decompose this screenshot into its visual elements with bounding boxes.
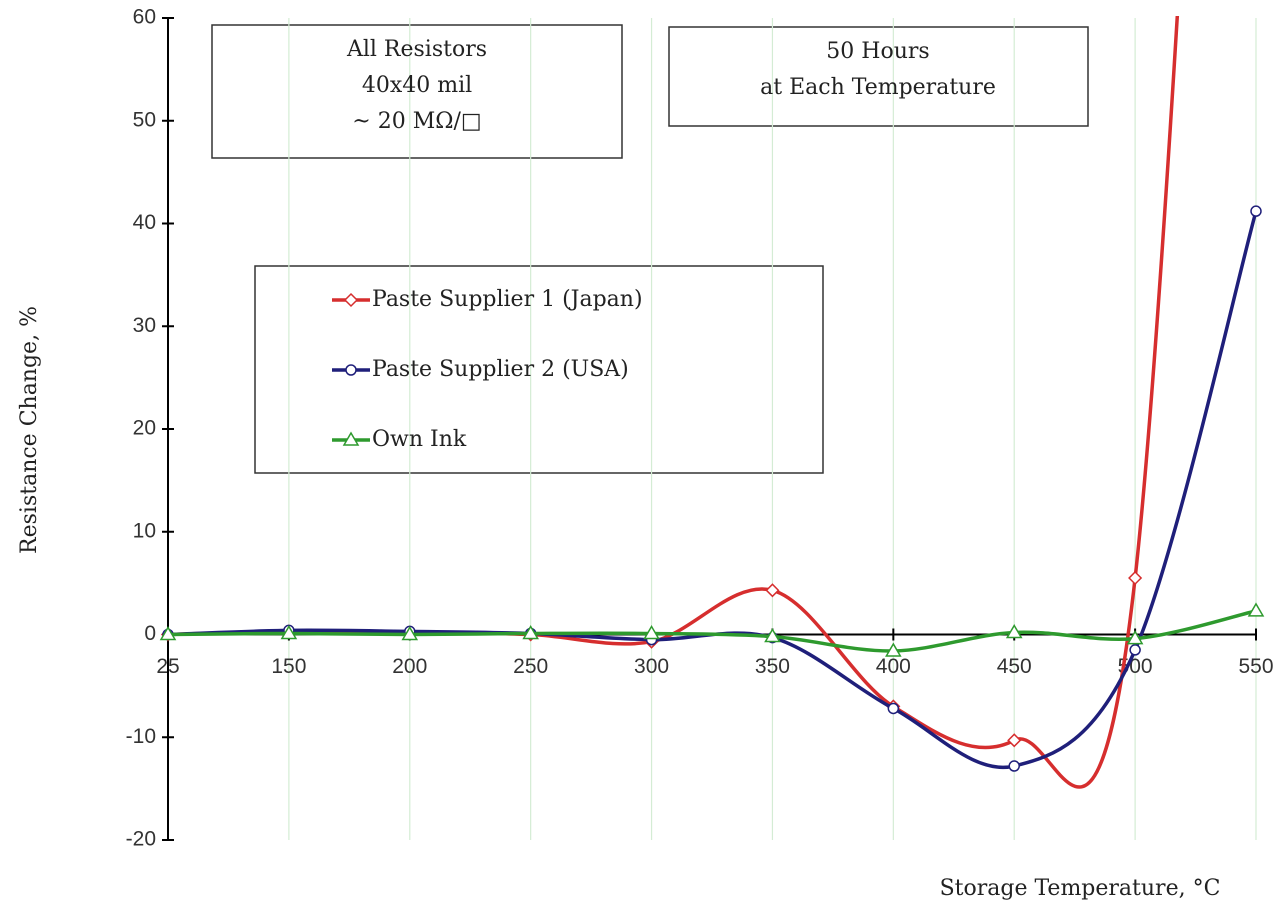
marker <box>1247 602 1265 617</box>
x-tick-label: 250 <box>513 655 548 678</box>
marker <box>522 624 539 640</box>
annotation: 50 Hours <box>826 39 929 64</box>
annotation-box <box>211 24 623 159</box>
annotation: 40x40 mil <box>362 73 472 98</box>
legend-label: Paste Supplier 2 (USA) <box>372 357 629 382</box>
y-tick-label: 30 <box>133 314 156 337</box>
marker <box>401 626 419 641</box>
y-tick-label: -20 <box>126 828 156 851</box>
marker <box>342 431 360 446</box>
marker <box>1126 630 1144 645</box>
y-tick-label: -10 <box>126 725 156 748</box>
marker <box>885 642 902 657</box>
line <box>167 609 1257 653</box>
x-tick-label: 550 <box>1238 655 1273 678</box>
legend-label: Paste Supplier 1 (Japan) <box>372 287 643 312</box>
x-axis-label: Storage Temperature, °C <box>940 876 1221 901</box>
marker <box>1007 733 1022 748</box>
marker <box>1250 205 1262 217</box>
y-tick-label: 60 <box>133 6 156 29</box>
x-tick-label: 450 <box>997 655 1032 678</box>
x-tick-label: 400 <box>876 655 911 678</box>
marker <box>1129 644 1141 656</box>
marker <box>764 628 781 643</box>
x-tick-label: 150 <box>271 655 306 678</box>
x-tick-label: 25 <box>156 655 179 678</box>
marker <box>1128 570 1143 586</box>
y-tick-label: 40 <box>133 211 156 234</box>
marker <box>1008 760 1020 772</box>
annotation: ~ 20 MΩ/□ <box>352 109 481 134</box>
legend-label: Own Ink <box>372 427 467 452</box>
marker <box>765 583 780 598</box>
marker <box>887 702 900 715</box>
marker <box>643 624 660 640</box>
y-axis-label: Resistance Change, % <box>17 306 42 554</box>
marker <box>345 364 357 376</box>
x-tick-label: 200 <box>392 655 427 678</box>
x-tick-label: 350 <box>755 655 790 678</box>
series <box>159 602 1265 657</box>
x-tick-label: 300 <box>634 655 669 678</box>
annotation: All Resistors <box>346 37 487 62</box>
marker <box>159 626 177 641</box>
marker <box>1005 623 1023 639</box>
y-tick-label: 50 <box>133 108 156 131</box>
annotation: at Each Temperature <box>760 75 996 100</box>
annotation-box <box>668 26 1089 127</box>
y-tick-label: 20 <box>133 417 156 440</box>
marker <box>343 292 359 308</box>
y-tick-label: 0 <box>144 622 156 645</box>
y-tick-label: 10 <box>133 519 156 542</box>
marker <box>280 624 298 640</box>
